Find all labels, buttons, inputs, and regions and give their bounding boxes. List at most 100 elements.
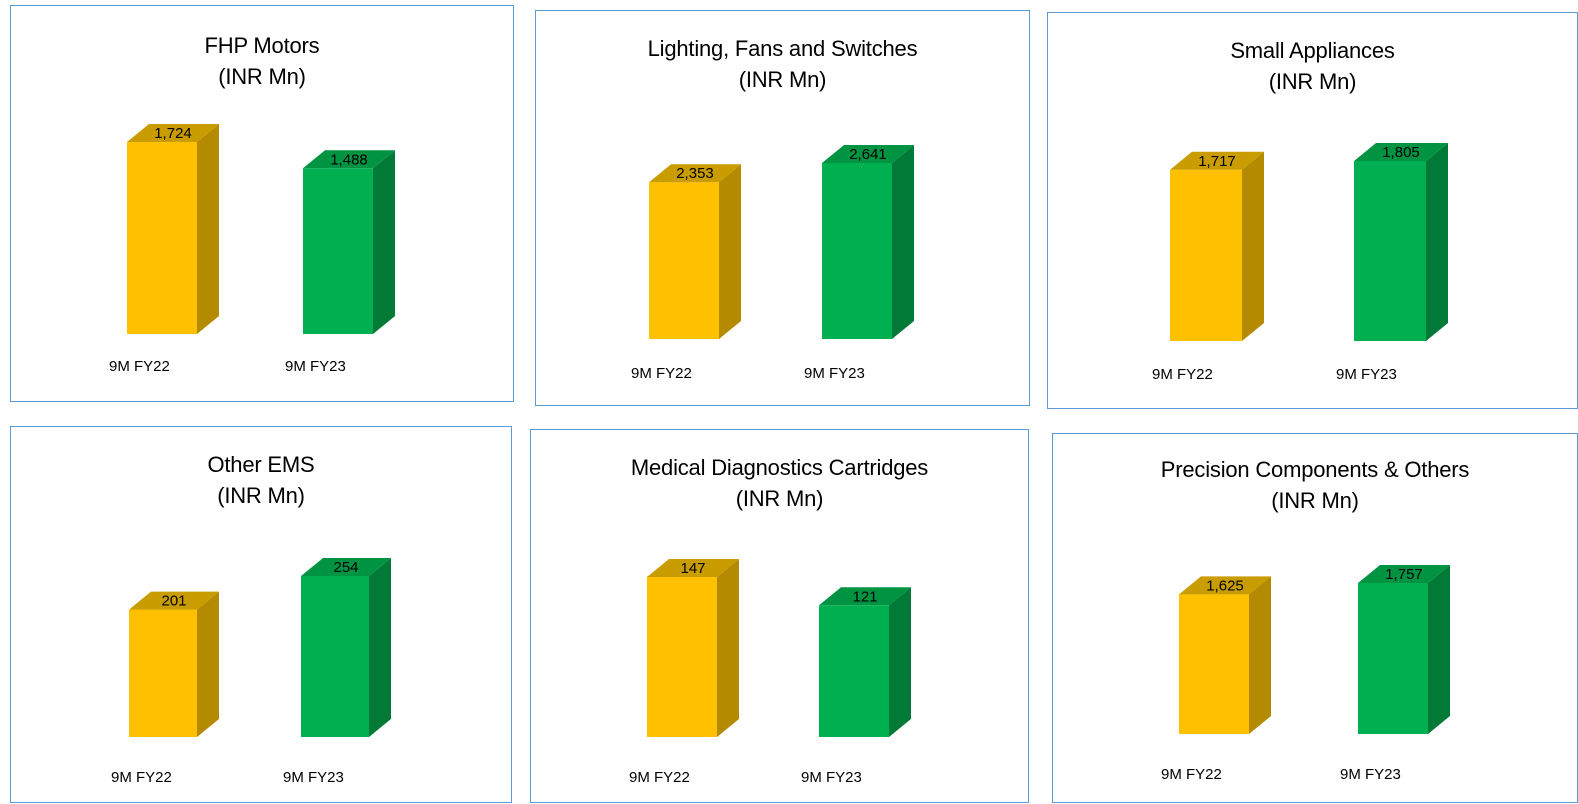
value-label: 2,353 xyxy=(676,165,714,182)
bar-side-face xyxy=(197,591,219,737)
bar-top-face xyxy=(649,164,741,183)
bar-chart-other-ems: 201 9M FY22 254 9M FY23 xyxy=(111,558,391,786)
bar-top-face xyxy=(303,150,395,169)
bar-fy23 xyxy=(1354,143,1448,341)
chart-title-main: Medical Diagnostics Cartridges xyxy=(630,455,929,480)
bar-front-face xyxy=(819,605,889,737)
bar-fy23 xyxy=(303,150,395,334)
bar-front-face xyxy=(303,168,373,334)
bar-front-face xyxy=(129,609,197,737)
chart-title-main: Lighting, Fans and Switches xyxy=(647,36,918,61)
bar-fy22 xyxy=(1179,576,1271,734)
bar-top-face xyxy=(819,587,911,606)
bar-side-face xyxy=(717,559,739,737)
chart-panel-precision-components: Precision Components & Others (INR Mn) 1… xyxy=(1052,433,1578,803)
value-label: 1,724 xyxy=(154,125,192,142)
chart-title-unit: (INR Mn) xyxy=(1271,488,1359,513)
bar-top-face xyxy=(129,591,219,610)
bar-fy23 xyxy=(301,558,391,737)
bar-side-face xyxy=(1242,151,1264,341)
bar-front-face xyxy=(127,142,197,334)
chart-title: Lighting, Fans and Switches (INR Mn) xyxy=(536,33,1029,95)
chart-title: Precision Components & Others (INR Mn) xyxy=(1053,454,1577,516)
bar-side-face xyxy=(719,164,741,339)
bar-front-face xyxy=(1358,583,1428,734)
value-label: 1,717 xyxy=(1198,153,1236,170)
bar-fy22 xyxy=(127,124,219,334)
category-label: 9M FY23 xyxy=(801,769,862,786)
bar-fy23 xyxy=(822,145,914,339)
value-label: 1,488 xyxy=(330,151,368,168)
bar-fy22 xyxy=(649,164,741,339)
category-label: 9M FY22 xyxy=(109,358,170,375)
chart-panel-small-appliances: Small Appliances (INR Mn) 1,717 9M FY22 1,… xyxy=(1047,12,1578,409)
category-label: 9M FY23 xyxy=(1336,366,1397,383)
bar-top-face xyxy=(1179,576,1271,595)
value-label: 201 xyxy=(161,593,186,610)
bar-side-face xyxy=(892,145,914,339)
bar-chart-small-appliances: 1,717 9M FY22 1,805 9M FY23 xyxy=(1152,143,1448,383)
category-label: 9M FY23 xyxy=(283,769,344,786)
bar-fy23 xyxy=(819,587,911,737)
bar-fy22 xyxy=(647,559,739,737)
category-label: 9M FY22 xyxy=(631,365,692,382)
chart-title: Other EMS (INR Mn) xyxy=(11,449,511,511)
bar-fy22 xyxy=(129,591,219,737)
chart-title-unit: (INR Mn) xyxy=(735,486,824,511)
bar-top-face xyxy=(822,145,914,163)
bar-chart-fhp-motors: 1,724 9M FY22 1,488 9M FY23 xyxy=(109,124,395,375)
category-label: 9M FY22 xyxy=(111,769,172,786)
bar-side-face xyxy=(1249,576,1271,734)
chart-title-main: Small Appliances xyxy=(1230,38,1395,63)
bar-side-face xyxy=(373,150,395,334)
value-label: 254 xyxy=(333,559,358,576)
bar-top-face xyxy=(647,559,739,577)
bar-top-face xyxy=(1354,143,1448,161)
bar-front-face xyxy=(1170,169,1242,341)
category-label: 9M FY22 xyxy=(1152,366,1213,383)
value-label: 1,757 xyxy=(1385,566,1423,583)
chart-title: Medical Diagnostics Cartridges (INR Mn) xyxy=(531,452,1028,514)
bar-chart-precision-components: 1,625 9M FY22 1,757 9M FY23 xyxy=(1161,565,1450,783)
bar-fy23 xyxy=(1358,565,1450,734)
category-label: 9M FY23 xyxy=(285,358,346,375)
bar-fy22 xyxy=(1170,151,1264,341)
chart-title-unit: (INR Mn) xyxy=(738,67,827,92)
category-label: 9M FY23 xyxy=(804,365,865,382)
bar-side-face xyxy=(889,587,911,737)
chart-panel-fhp-motors: FHP Motors (INR Mn) 1,724 9M FY22 1,488 9M … xyxy=(10,5,514,402)
chart-title-main: Other EMS xyxy=(207,452,315,477)
value-label: 121 xyxy=(852,588,877,605)
bar-front-face xyxy=(1354,161,1426,341)
bar-front-face xyxy=(822,163,892,339)
chart-title-unit: (INR Mn) xyxy=(217,483,305,508)
value-label: 2,641 xyxy=(849,146,887,163)
bar-top-face xyxy=(301,558,391,576)
value-label: 1,805 xyxy=(1382,144,1420,161)
bar-top-face xyxy=(1170,151,1264,170)
chart-title-unit: (INR Mn) xyxy=(1268,69,1357,94)
chart-title-unit: (INR Mn) xyxy=(218,64,306,89)
chart-title: Small Appliances (INR Mn) xyxy=(1048,35,1577,97)
chart-title-main: Precision Components & Others xyxy=(1160,457,1470,482)
bar-chart-lighting-fans-switches: 2,353 9M FY22 2,641 9M FY23 xyxy=(631,145,914,382)
chart-panel-other-ems: Other EMS (INR Mn) 201 9M FY22 254 9M FY23 xyxy=(10,426,512,803)
value-label: 1,625 xyxy=(1206,577,1244,594)
bar-front-face xyxy=(301,576,369,737)
bar-front-face xyxy=(647,577,717,737)
chart-title-main: FHP Motors xyxy=(204,33,320,58)
bar-top-face xyxy=(127,124,219,142)
bar-side-face xyxy=(1428,565,1450,734)
bar-front-face xyxy=(1179,594,1249,734)
category-label: 9M FY22 xyxy=(629,769,690,786)
bar-chart-medical-diagnostics: 147 9M FY22 121 9M FY23 xyxy=(629,559,911,786)
bar-top-face xyxy=(1358,565,1450,583)
category-label: 9M FY22 xyxy=(1161,766,1222,783)
chart-panel-lighting-fans-switches: Lighting, Fans and Switches (INR Mn) 2,3… xyxy=(535,10,1030,406)
category-label: 9M FY23 xyxy=(1340,766,1401,783)
bar-side-face xyxy=(369,558,391,737)
bar-side-face xyxy=(197,124,219,334)
value-label: 147 xyxy=(680,560,705,577)
bar-side-face xyxy=(1426,143,1448,341)
chart-panel-medical-diagnostics: Medical Diagnostics Cartridges (INR Mn) … xyxy=(530,429,1029,803)
